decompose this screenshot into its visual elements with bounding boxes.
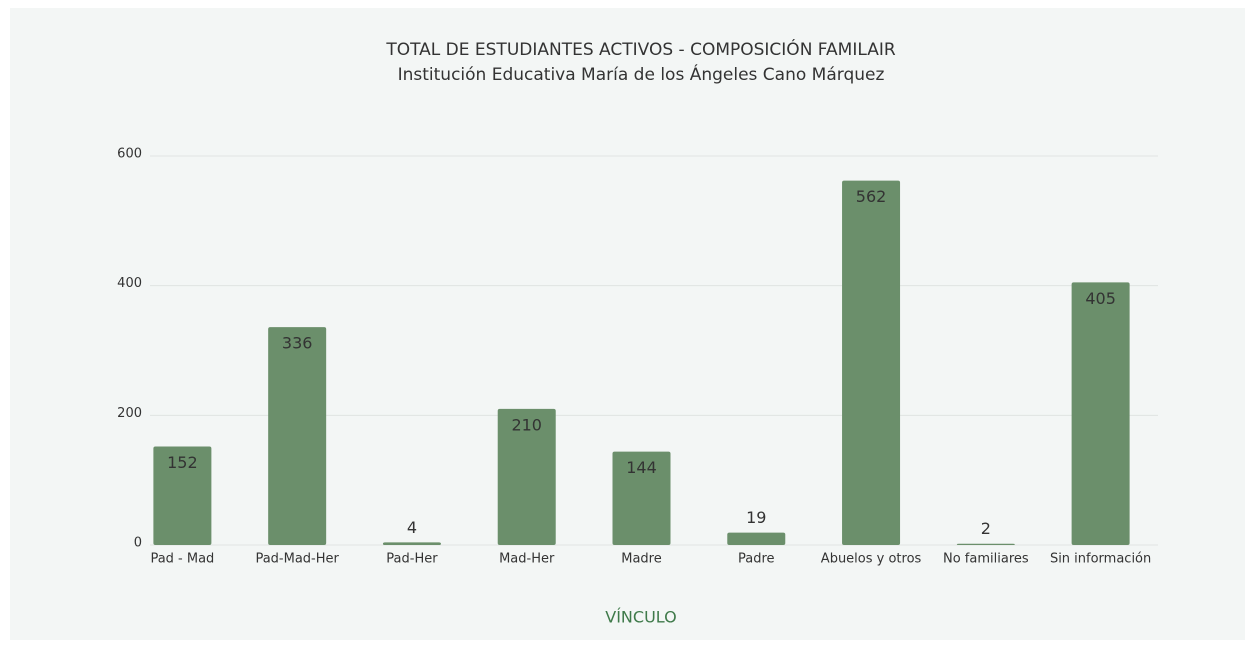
bar: [727, 532, 786, 545]
bar: [268, 327, 327, 545]
bar: [1071, 282, 1130, 545]
data-label: 144: [626, 458, 657, 477]
chart-subtitle: Institución Educativa María de los Ángel…: [398, 63, 885, 85]
data-label: 210: [511, 415, 542, 434]
y-tick-label: 0: [134, 536, 142, 551]
x-axis-label: VÍNCULO: [605, 608, 676, 627]
x-tick-label: Abuelos y otros: [821, 552, 922, 567]
y-tick-label: 200: [117, 406, 142, 421]
bar: [153, 446, 212, 545]
data-label: 152: [167, 453, 198, 472]
x-tick-label: Pad-Her: [386, 552, 438, 567]
x-tick-label: Madre: [621, 552, 662, 567]
x-tick-label: No familiares: [943, 552, 1029, 567]
y-tick-label: 600: [117, 147, 142, 162]
x-tick-label: Padre: [738, 552, 775, 567]
bar: [612, 451, 671, 545]
data-label: 562: [856, 187, 887, 206]
bar: [497, 408, 556, 545]
data-label: 4: [407, 518, 417, 537]
data-label: 2: [981, 519, 991, 538]
x-tick-label: Mad-Her: [499, 552, 555, 567]
data-label: 405: [1085, 289, 1116, 308]
data-label: 19: [746, 508, 766, 527]
x-tick-label: Pad - Mad: [150, 552, 214, 567]
x-tick-label: Sin información: [1050, 552, 1151, 567]
bar: [842, 180, 901, 546]
bar: [382, 542, 441, 545]
y-tick-label: 400: [117, 276, 142, 291]
chart-title: TOTAL DE ESTUDIANTES ACTIVOS - COMPOSICI…: [385, 38, 896, 60]
bar: [956, 543, 1015, 545]
x-tick-label: Pad-Mad-Her: [255, 552, 339, 567]
data-label: 336: [282, 334, 313, 353]
